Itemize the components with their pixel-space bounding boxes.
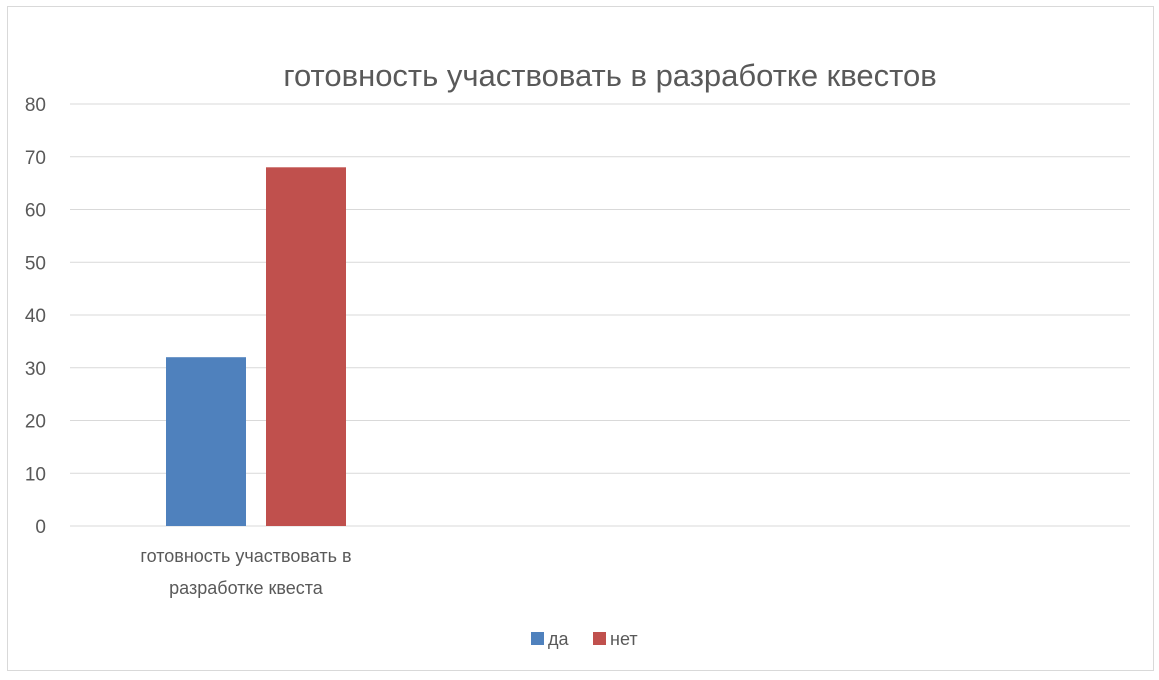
y-tick-label: 10 (25, 464, 46, 485)
y-tick-label: 70 (25, 148, 46, 169)
y-tick-label: 50 (25, 253, 46, 274)
bar-да (166, 357, 246, 526)
y-axis-ticks: 0 10 20 30 40 50 60 70 80 (25, 95, 46, 538)
bars (166, 167, 346, 527)
y-tick-label: 20 (25, 412, 46, 433)
chart-frame (7, 6, 1154, 671)
legend: да нет (531, 629, 638, 649)
x-category-label-line: разработке квеста (169, 578, 324, 598)
y-tick-label: 30 (25, 359, 46, 380)
bar-нет (266, 167, 346, 527)
y-tick-label: 0 (35, 517, 46, 538)
y-tick-label: 80 (25, 95, 46, 116)
chart-title: готовность участвовать в разработке квес… (283, 58, 936, 93)
legend-swatch-нет (593, 632, 606, 645)
y-tick-label: 40 (25, 306, 46, 327)
y-tick-label: 60 (25, 201, 46, 222)
x-axis-category-labels: готовность участвовать в разработке квест… (140, 546, 351, 598)
legend-label: да (548, 629, 570, 649)
legend-swatch-да (531, 632, 544, 645)
gridlines (70, 103, 1130, 527)
legend-label: нет (610, 629, 638, 649)
x-category-label-line: готовность участвовать в (140, 546, 351, 566)
